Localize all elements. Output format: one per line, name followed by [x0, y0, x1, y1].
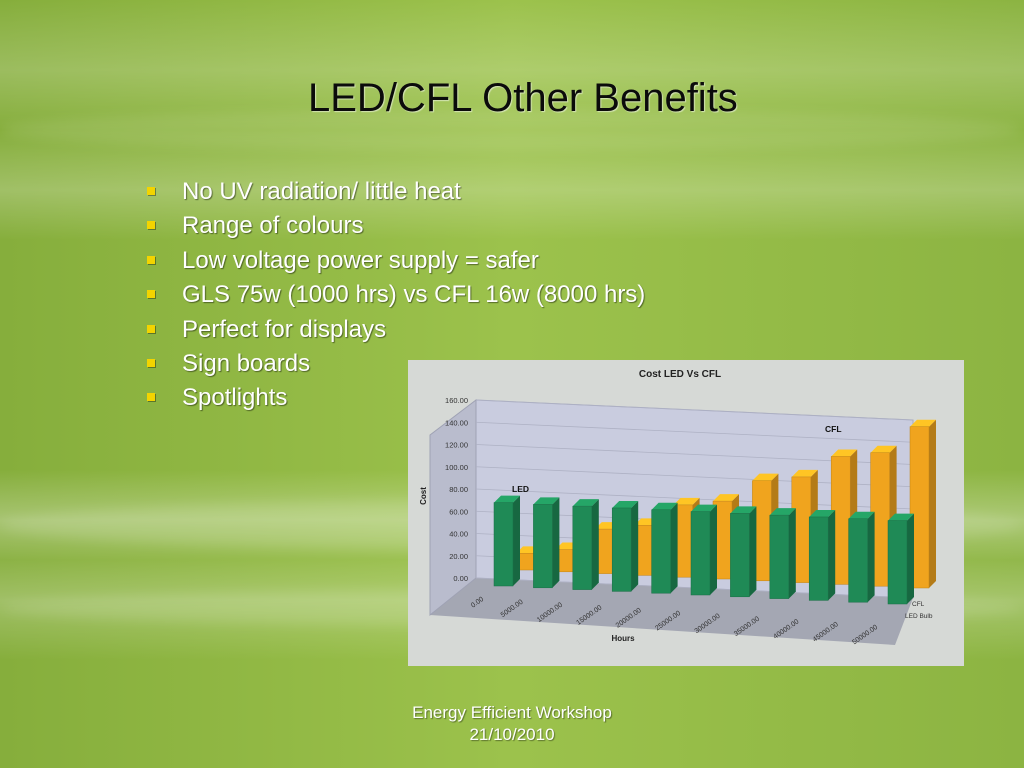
- led-bar-side: [828, 509, 836, 601]
- cfl-bar-top: [752, 473, 779, 481]
- led-bar: [887, 520, 908, 605]
- y-tick-label: 20.00: [449, 552, 468, 561]
- cfl-bar-top: [791, 469, 818, 477]
- y-tick-label: 120.00: [445, 441, 468, 450]
- led-bar-side: [631, 500, 639, 592]
- led-bar-top: [888, 513, 914, 521]
- bullet-text: Spotlights: [182, 384, 288, 412]
- led-bar: [848, 518, 868, 603]
- led-bar-side: [591, 499, 599, 590]
- chart-title: Cost LED Vs CFL: [639, 369, 721, 380]
- cfl-bar-top: [673, 497, 700, 505]
- y-tick-label: 0.00: [453, 574, 468, 583]
- led-bar-top: [691, 504, 717, 512]
- led-bar: [533, 504, 553, 589]
- bullet-text: Range of colours: [182, 212, 364, 240]
- cfl-bar: [909, 426, 930, 589]
- y-axis-label: Cost: [419, 487, 428, 505]
- led-bar-side: [670, 502, 678, 594]
- led-bar-top: [848, 511, 875, 519]
- footer: Energy Efficient Workshop 21/10/2010: [372, 702, 652, 746]
- bullet-square-icon: [147, 358, 155, 367]
- bullet-text: Perfect for displays: [182, 315, 387, 343]
- bullet-item: GLS 75w (1000 hrs) vs CFL 16w (8000 hrs): [145, 278, 645, 312]
- bullet-item: Spotlights: [145, 381, 645, 415]
- led-bar: [611, 507, 632, 592]
- led-bar: [808, 516, 829, 601]
- y-tick-label: 100.00: [445, 463, 468, 472]
- y-tick-label: 60.00: [449, 507, 468, 516]
- bullet-square-icon: [147, 290, 155, 299]
- led-bar: [769, 514, 790, 599]
- led-bar-side: [907, 513, 914, 604]
- bullet-item: Perfect for displays: [145, 313, 645, 347]
- bullet-square-icon: [147, 324, 155, 333]
- legend-item-led: LED Bulb: [905, 613, 933, 620]
- cfl-bar-top: [870, 445, 897, 453]
- y-tick-label: 40.00: [449, 530, 468, 539]
- footer-date: 21/10/2010: [469, 725, 555, 744]
- bullet-item: Range of colours: [145, 209, 645, 243]
- led-bar: [651, 509, 671, 594]
- bullet-item: No UV radiation/ little heat: [145, 175, 645, 209]
- footer-workshop-name: Energy Efficient Workshop: [412, 703, 612, 722]
- led-bar-top: [730, 506, 757, 514]
- bullet-text: No UV radiation/ little heat: [182, 178, 461, 205]
- cfl-bar-top: [910, 419, 936, 427]
- led-bar-side: [513, 495, 520, 586]
- cost-chart: Cost LED Vs CFL 0.00 20.00 40.00 60.00 80.00…: [419, 369, 936, 646]
- cfl-bar-top: [831, 449, 858, 457]
- led-series-label: LED: [512, 484, 529, 494]
- cfl-series-label: CFL: [825, 424, 842, 434]
- legend-item-cfl: CFL: [912, 601, 925, 608]
- y-tick-label: 80.00: [449, 485, 468, 494]
- led-bar-side: [552, 497, 560, 588]
- bullet-text: Low voltage power supply = safer: [182, 246, 539, 274]
- led-bar-top: [572, 499, 599, 507]
- slide-title: LED/CFL Other Benefits: [308, 76, 738, 120]
- cfl-bar-side: [929, 419, 936, 588]
- y-tick-label: 160.00: [445, 396, 468, 405]
- chart-panel: Cost LED Vs CFL 0.00 20.00 40.00 60.00 80.00…: [408, 360, 964, 666]
- bullet-item: Sign boards: [145, 347, 645, 381]
- bullet-text: Sign boards: [182, 349, 311, 377]
- led-bar-side: [749, 506, 757, 597]
- x-axis-label: Hours: [611, 634, 635, 643]
- bullet-list: No UV radiation/ little heat Range of co…: [145, 175, 645, 416]
- bullet-square-icon: [147, 187, 155, 195]
- led-bar: [730, 513, 750, 598]
- bullet-square-icon: [147, 221, 155, 230]
- chart-gridline: [475, 421, 914, 443]
- led-bar-side: [710, 504, 717, 595]
- led-bar-side: [867, 511, 875, 603]
- bullet-text: GLS 75w (1000 hrs) vs CFL 16w (8000 hrs): [182, 281, 646, 309]
- led-bar-top: [809, 509, 836, 517]
- bullet-square-icon: [147, 255, 155, 264]
- led-bar-top: [651, 502, 678, 510]
- bullet-item: Low voltage power supply = safer: [145, 244, 645, 278]
- led-bar-top: [494, 495, 520, 503]
- led-bar-top: [612, 500, 639, 508]
- cfl-bar-top: [713, 494, 739, 502]
- y-tick-label: 140.00: [445, 418, 468, 427]
- led-bar: [493, 502, 514, 587]
- led-bar: [690, 511, 711, 596]
- chart-gridline: [475, 399, 914, 421]
- led-bar: [572, 505, 593, 590]
- background-streak: [0, 110, 1024, 150]
- led-bar-side: [788, 508, 796, 599]
- bullet-square-icon: [147, 393, 155, 402]
- led-bar-top: [769, 508, 796, 516]
- led-bar-top: [533, 497, 560, 505]
